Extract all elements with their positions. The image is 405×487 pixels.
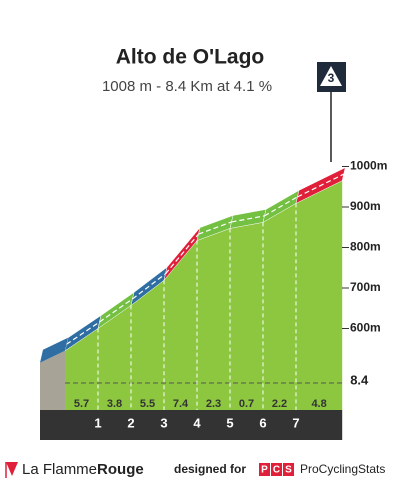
badge-triangle	[320, 66, 342, 86]
gradient-label: 5.5	[140, 398, 155, 410]
pcs-box	[283, 463, 294, 476]
km-label: 1	[94, 415, 101, 430]
km-label: 3	[160, 415, 167, 430]
chart-subtitle: 1008 m - 8.4 Km at 4.1 %	[102, 78, 272, 95]
km-label: 5	[226, 415, 233, 430]
pcs-box	[259, 463, 270, 476]
centre-dash	[264, 196, 298, 217]
centre-dash	[165, 233, 199, 275]
y-tick-label: 600m	[350, 321, 381, 335]
side-face	[40, 350, 65, 410]
gradient-label: 4.8	[311, 398, 326, 410]
floor-band	[40, 410, 343, 440]
km-label: 4	[193, 415, 201, 430]
centre-dash	[99, 298, 133, 323]
gradient-label: 0.7	[239, 398, 254, 410]
flag-icon	[6, 462, 18, 476]
chart-title: Alto de O'Lago	[116, 46, 265, 69]
y-tick-label: 800m	[350, 240, 381, 254]
brand: La FlammeRouge	[22, 461, 144, 478]
brand-regular: La Flamme	[22, 461, 97, 478]
side-strip	[40, 337, 68, 363]
category-label: 3	[328, 71, 335, 85]
distance-label: 8.4	[350, 372, 369, 387]
pcs-letter: P	[261, 465, 268, 476]
profile: 5.7 3.8 5.5 7.4 2.3 0.7 2.2 4.8 1 2 3 4 5 6 7 8.4 600m 70…	[40, 159, 387, 440]
profile-face	[65, 180, 343, 410]
y-tick-label: 900m	[350, 199, 381, 213]
site-name: ProCyclingStats	[300, 462, 385, 476]
km-label: 6	[259, 415, 266, 430]
km-label: 2	[127, 415, 134, 430]
centre-dash	[297, 173, 344, 198]
gradient-label: 5.7	[74, 398, 89, 410]
gradient-label: 3.8	[107, 398, 122, 410]
brand-bold: Rouge	[97, 461, 144, 478]
y-tick-label: 1000m	[350, 159, 387, 173]
pcs-letter: C	[273, 465, 280, 476]
designed-for: designed for	[174, 462, 246, 476]
centre-dash	[132, 273, 166, 300]
centre-dash	[198, 221, 232, 235]
y-tick-label: 700m	[350, 280, 381, 294]
km-label: 7	[292, 415, 299, 430]
centre-dash	[231, 215, 265, 223]
centre-dash	[66, 321, 100, 345]
gradient-label: 2.2	[272, 398, 287, 410]
pcs-letter: S	[285, 465, 292, 476]
pcs-box	[271, 463, 282, 476]
gradient-label: 2.3	[206, 398, 221, 410]
gradient-label: 7.4	[173, 398, 189, 410]
